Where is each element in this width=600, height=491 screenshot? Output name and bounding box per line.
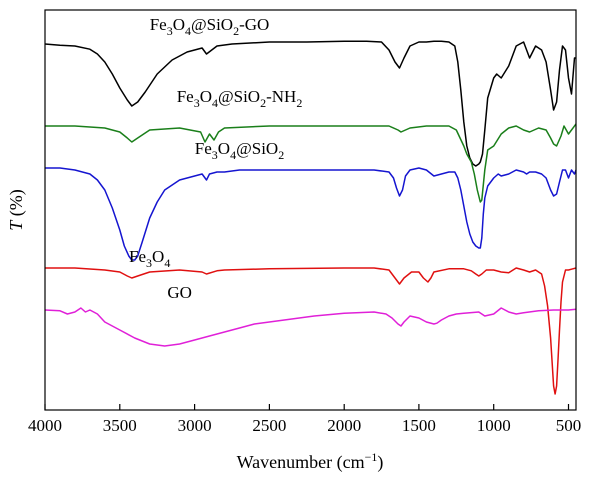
series-label-fe3o4: Fe3O4 xyxy=(129,247,170,270)
label-text: GO xyxy=(167,283,192,302)
x-tick-label: 1000 xyxy=(477,416,511,435)
label-subscript: 2 xyxy=(233,24,239,38)
series-line-fe3o4-sio2-go xyxy=(44,40,576,167)
label-subscript: 4 xyxy=(230,148,236,162)
series-label-fe3o4-sio2: Fe3O4@SiO2 xyxy=(195,139,284,162)
x-axis-ticks: 4000 3500 3000 2500 2000 1500 1000 500 xyxy=(28,404,581,435)
x-tick-label: 3000 xyxy=(178,416,212,435)
series-label-fe3o4-sio2-go: Fe3O4@SiO2-GO xyxy=(150,15,270,38)
label-text: O xyxy=(152,247,164,266)
series-label-fe3o4-sio2-nh2: Fe3O4@SiO2-NH2 xyxy=(177,87,303,110)
x-axis-title-tail: ) xyxy=(377,452,383,473)
label-text: Fe xyxy=(177,87,194,106)
y-axis-title-italic: T xyxy=(6,219,26,231)
plot-frame xyxy=(44,9,577,411)
label-subscript: 4 xyxy=(185,24,191,38)
label-subscript: 2 xyxy=(260,96,266,110)
label-subscript: 3 xyxy=(194,96,200,110)
label-text: @SiO xyxy=(191,15,233,34)
label-text: O xyxy=(218,139,230,158)
series-label-layer: Fe3O4@SiO2-GOFe3O4@SiO2-NH2Fe3O4@SiO2Fe3… xyxy=(129,15,302,302)
label-text: -GO xyxy=(239,15,269,34)
label-subscript: 3 xyxy=(167,24,173,38)
series-line-go xyxy=(44,307,577,347)
series-line-fe3o4-sio2 xyxy=(45,167,577,261)
x-axis-title-main: Wavenumber (cm xyxy=(237,452,365,473)
label-text: @SiO xyxy=(218,87,260,106)
series-layer xyxy=(44,40,577,395)
series-label-go: GO xyxy=(167,283,192,302)
x-axis-title: Wavenumber (cm−1) xyxy=(237,450,384,473)
label-text: Fe xyxy=(150,15,167,34)
x-tick-label: 1500 xyxy=(402,416,436,435)
x-tick-label: 3500 xyxy=(103,416,137,435)
x-axis-title-sup: −1 xyxy=(365,450,378,464)
y-axis-title: T (%) xyxy=(6,189,27,231)
label-subscript: 2 xyxy=(296,96,302,110)
label-subscript: 4 xyxy=(164,256,170,270)
y-axis-title-tail: (%) xyxy=(6,189,27,220)
label-text: @SiO xyxy=(236,139,278,158)
label-text: Fe xyxy=(129,247,146,266)
label-subscript: 3 xyxy=(212,148,218,162)
series-line-fe3o4 xyxy=(45,267,577,395)
x-tick-label: 500 xyxy=(556,416,582,435)
label-subscript: 2 xyxy=(278,148,284,162)
x-tick-label: 2000 xyxy=(327,416,361,435)
label-subscript: 3 xyxy=(146,256,152,270)
label-text: -NH xyxy=(266,87,296,106)
label-text: Fe xyxy=(195,139,212,158)
label-text: O xyxy=(200,87,212,106)
x-tick-label: 4000 xyxy=(28,416,62,435)
x-tick-label: 2500 xyxy=(252,416,286,435)
label-subscript: 4 xyxy=(212,96,218,110)
series-line-fe3o4-sio2-nh2 xyxy=(45,123,577,203)
label-text: O xyxy=(173,15,185,34)
